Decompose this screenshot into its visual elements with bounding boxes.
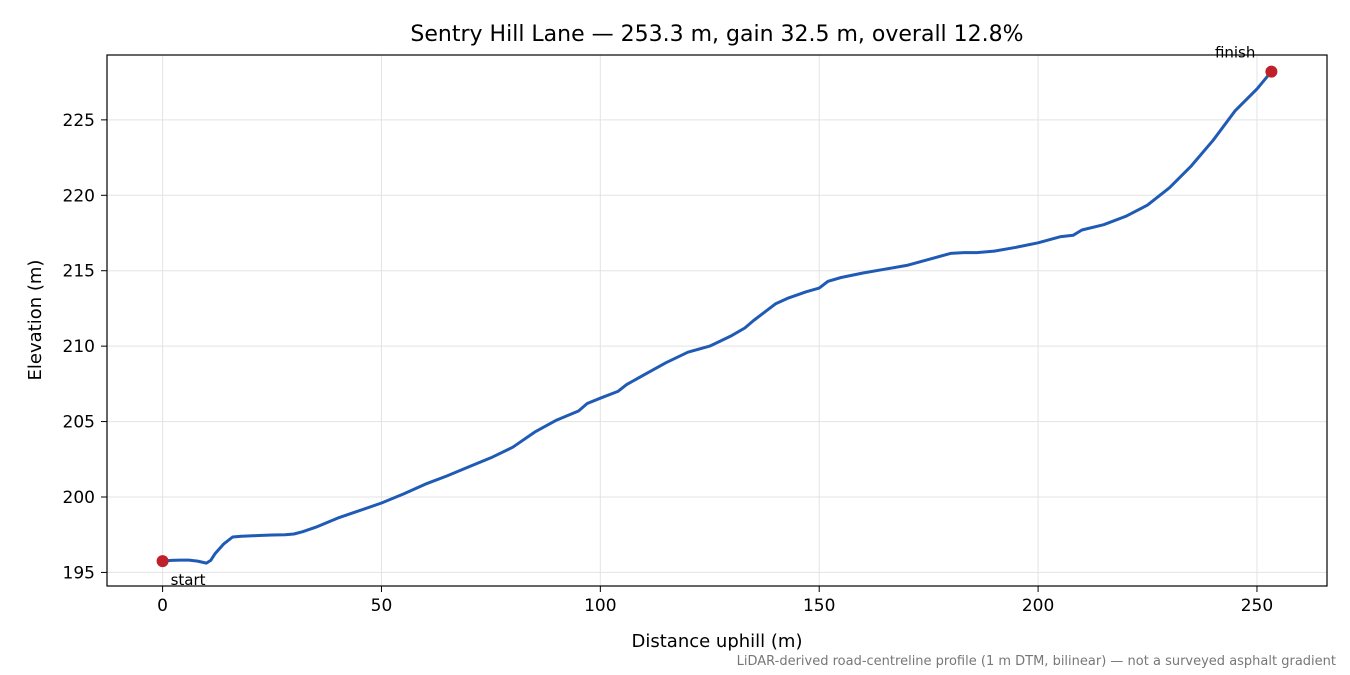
x-tick-label: 0 bbox=[157, 596, 168, 616]
elevation-line bbox=[161, 70, 1273, 565]
finish-annotation: finish bbox=[1215, 44, 1255, 62]
y-tick-label: 220 bbox=[63, 186, 95, 206]
y-tick-label: 225 bbox=[63, 111, 95, 131]
x-tick-label: 100 bbox=[584, 596, 616, 616]
y-tick-label: 210 bbox=[63, 337, 95, 357]
grid-layer bbox=[107, 55, 1327, 586]
footnote: LiDAR-derived road-centreline profile (1… bbox=[737, 654, 1336, 669]
finish-point-marker bbox=[1265, 65, 1278, 78]
x-tick-label: 200 bbox=[1022, 596, 1054, 616]
line-layer bbox=[161, 70, 1273, 565]
marker-layer: start finish bbox=[156, 44, 1278, 589]
x-tick-label: 50 bbox=[371, 596, 393, 616]
tick-layer: 0 50 100 150 200 250 195 200 205 210 215 220 225 bbox=[63, 111, 1274, 616]
y-tick-label: 200 bbox=[63, 488, 95, 508]
y-tick-label: 195 bbox=[63, 563, 95, 583]
start-annotation: start bbox=[171, 571, 206, 589]
x-tick-label: 250 bbox=[1241, 596, 1273, 616]
plot-frame bbox=[106, 54, 1328, 587]
x-axis-label: Distance uphill (m) bbox=[632, 631, 803, 652]
y-tick-label: 215 bbox=[63, 262, 95, 282]
y-tick-label: 205 bbox=[63, 413, 95, 433]
chart-title: Sentry Hill Lane — 253.3 m, gain 32.5 m,… bbox=[410, 22, 1023, 47]
start-point-marker bbox=[156, 555, 169, 568]
y-axis-label: Elevation (m) bbox=[25, 260, 46, 381]
x-tick-label: 150 bbox=[803, 596, 835, 616]
